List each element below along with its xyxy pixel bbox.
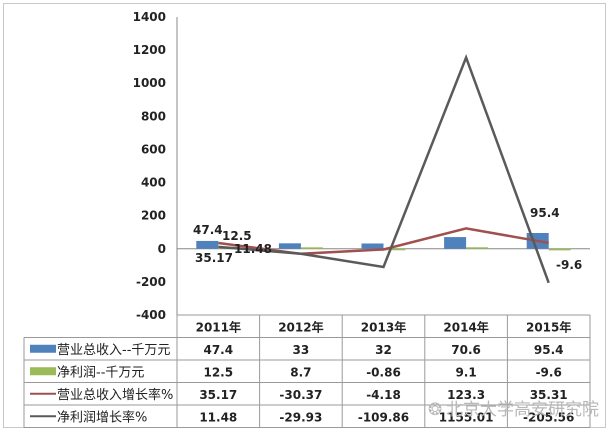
table-cell: -205.56 [523,410,574,424]
y-tick-label: 600 [141,142,166,156]
table-cell: 11.48 [199,410,237,424]
legend-label: 净利润增长率% [57,409,147,425]
table-cell: -4.18 [366,388,401,402]
y-tick-label: 200 [141,209,166,223]
y-tick-label: 800 [141,109,166,123]
table-cell: 32 [375,343,392,357]
data-label: 95.4 [530,206,560,220]
table-header-cell: 2011年 [196,319,241,334]
table-cell: 1155.01 [439,410,494,424]
y-tick-label: 1000 [133,76,166,90]
bar [278,243,301,249]
bar [196,240,219,249]
legend-swatch [30,367,56,376]
line-series [218,54,550,284]
table-cell: 70.6 [451,343,481,357]
bar [383,248,406,251]
table-cell: -0.86 [366,365,401,379]
table-cell: 35.31 [530,388,568,402]
table-cell: 47.4 [203,343,233,357]
data-label: -9.6 [556,258,582,272]
chart-frame [3,3,606,428]
bar [548,248,571,251]
watermark: ❂ 北京大学高安研究院 [428,400,599,420]
y-tick-label: -400 [136,308,166,322]
table-cell: -109.86 [358,410,409,424]
bar [361,243,384,249]
watermark-text: 北京大学高安研究院 [446,400,599,420]
table-cell: 35.17 [199,388,237,402]
data-label: 47.4 [193,223,223,237]
table-header-cell: 2013年 [361,319,406,334]
table-cell: 12.5 [203,365,233,379]
table-cell: -29.93 [279,410,322,424]
legend-label: 营业总收入增长率% [57,387,173,403]
y-tick-label: 1200 [133,43,166,57]
table-header-cell: 2014年 [443,319,488,334]
table-header-cell: 2012年 [278,319,323,334]
table-cell: 95.4 [534,343,564,357]
bar [300,247,323,249]
legend-label: 净利润--千万元 [57,365,144,380]
watermark-icon: ❂ [428,400,442,420]
table-cell: 9.1 [455,365,476,379]
lines [218,54,550,284]
table-cell: -9.6 [536,365,562,379]
table-cell: -30.37 [279,388,322,402]
data-label: 35.17 [195,251,233,265]
line-series [218,227,549,256]
y-tick-label: 0 [158,242,166,256]
bar [444,237,467,249]
legend-swatch [30,344,56,353]
table-cell: 8.7 [290,365,311,379]
table-cell: 33 [293,343,310,357]
legend-label: 营业总收入--千万元 [57,343,170,358]
table-cell: 123.3 [447,388,485,402]
y-axis: 1400 1200 1000 800 600 400 200 0 -200 -400 [133,10,590,322]
table-header-cell: 2015年 [526,319,571,334]
data-label: 12.5 [222,229,252,243]
y-tick-label: 400 [141,176,166,190]
bar [466,247,489,249]
data-label: 11.48 [234,242,272,256]
y-tick-label: -200 [136,275,166,289]
y-tick-label: 1400 [133,10,166,24]
